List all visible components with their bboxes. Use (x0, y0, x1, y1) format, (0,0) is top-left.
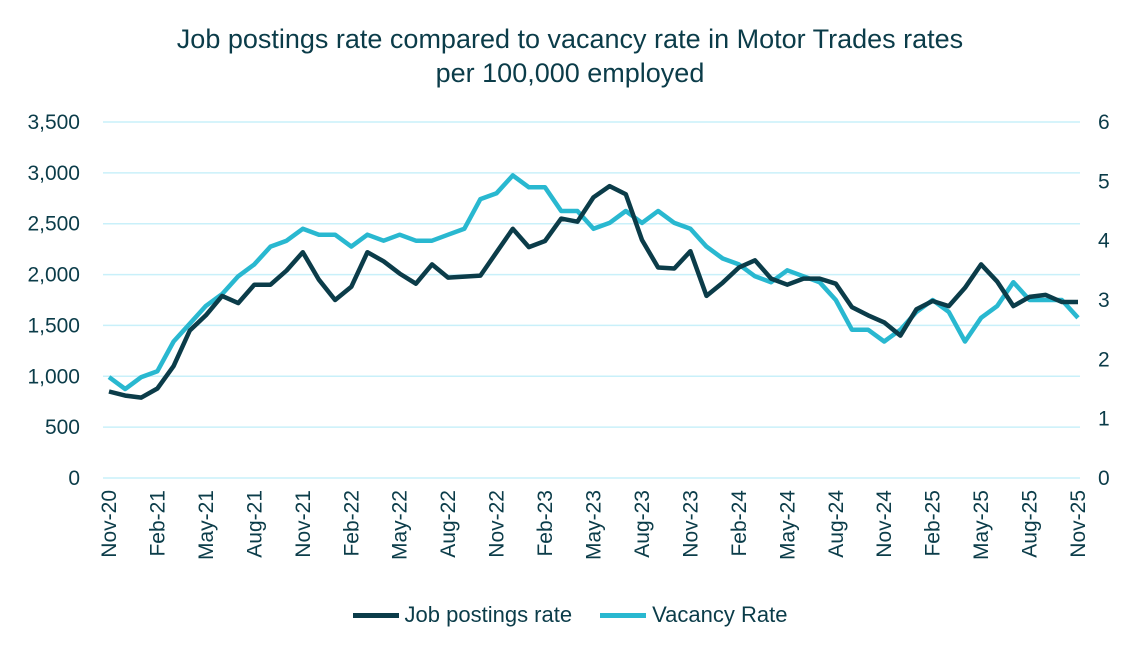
x-tick-label: Nov-23 (679, 490, 702, 558)
y-right-tick-label: 3 (1098, 289, 1110, 312)
y-left-tick-label: 500 (45, 416, 80, 439)
x-tick-label: Feb-24 (728, 490, 751, 557)
y-right-tick-label: 5 (1098, 170, 1110, 193)
y-left-tick-label: 3,500 (27, 111, 80, 134)
x-tick-label: Feb-22 (340, 490, 363, 557)
legend-swatch-vacancy-rate (600, 612, 647, 618)
x-tick-label: Nov-24 (873, 490, 896, 558)
x-tick-label: Nov-22 (486, 490, 509, 558)
y-right-tick-label: 0 (1098, 467, 1110, 490)
x-tick-label: Nov-20 (98, 490, 121, 558)
x-tick-label: Aug-22 (437, 490, 460, 558)
y-right-tick-label: 1 (1098, 408, 1110, 431)
legend-label-vacancy-rate: Vacancy Rate (652, 602, 788, 627)
x-tick-label: May-21 (195, 490, 218, 560)
x-tick-label: May-25 (970, 490, 993, 560)
legend-item-vacancy-rate: Vacancy Rate (600, 602, 787, 628)
x-tick-label: May-23 (583, 490, 606, 560)
y-right-tick-label: 6 (1098, 111, 1110, 134)
y-left-tick-label: 1,000 (27, 365, 80, 388)
x-tick-label: Aug-24 (825, 490, 848, 558)
chart-title: Job postings rate compared to vacancy ra… (0, 22, 1140, 90)
x-tick-label: Aug-21 (243, 490, 266, 558)
vacancy-rate-line (107, 173, 1080, 392)
y-right-tick-label: 4 (1098, 230, 1110, 253)
y-left-tick-label: 3,000 (27, 162, 80, 185)
legend-label-job-postings: Job postings rate (404, 602, 573, 627)
x-tick-label: Aug-25 (1019, 490, 1042, 558)
x-tick-label: Nov-25 (1067, 490, 1090, 558)
x-tick-label: May-22 (389, 490, 412, 560)
legend: Job postings rate Vacancy Rate (0, 602, 1140, 628)
y-left-tick-label: 2,500 (27, 213, 80, 236)
y-left-tick-label: 0 (68, 467, 80, 490)
chart-title-line-1: Job postings rate compared to vacancy ra… (176, 24, 964, 54)
legend-item-job-postings: Job postings rate (352, 602, 573, 628)
job-postings-rate-line (108, 183, 1078, 400)
x-tick-label: Feb-21 (146, 490, 169, 557)
x-tick-label: Aug-23 (631, 490, 654, 558)
x-tick-label: Feb-23 (534, 490, 557, 557)
y-left-tick-label: 2,000 (27, 264, 80, 287)
x-tick-label: Feb-25 (922, 490, 945, 557)
y-left-tick-label: 1,500 (27, 314, 80, 337)
x-tick-label: May-24 (776, 490, 799, 560)
chart-title-line-2: per 100,000 employed (435, 58, 705, 88)
legend-swatch-job-postings (352, 612, 399, 618)
x-tick-label: Nov-21 (292, 490, 315, 558)
y-right-tick-label: 2 (1098, 348, 1110, 371)
